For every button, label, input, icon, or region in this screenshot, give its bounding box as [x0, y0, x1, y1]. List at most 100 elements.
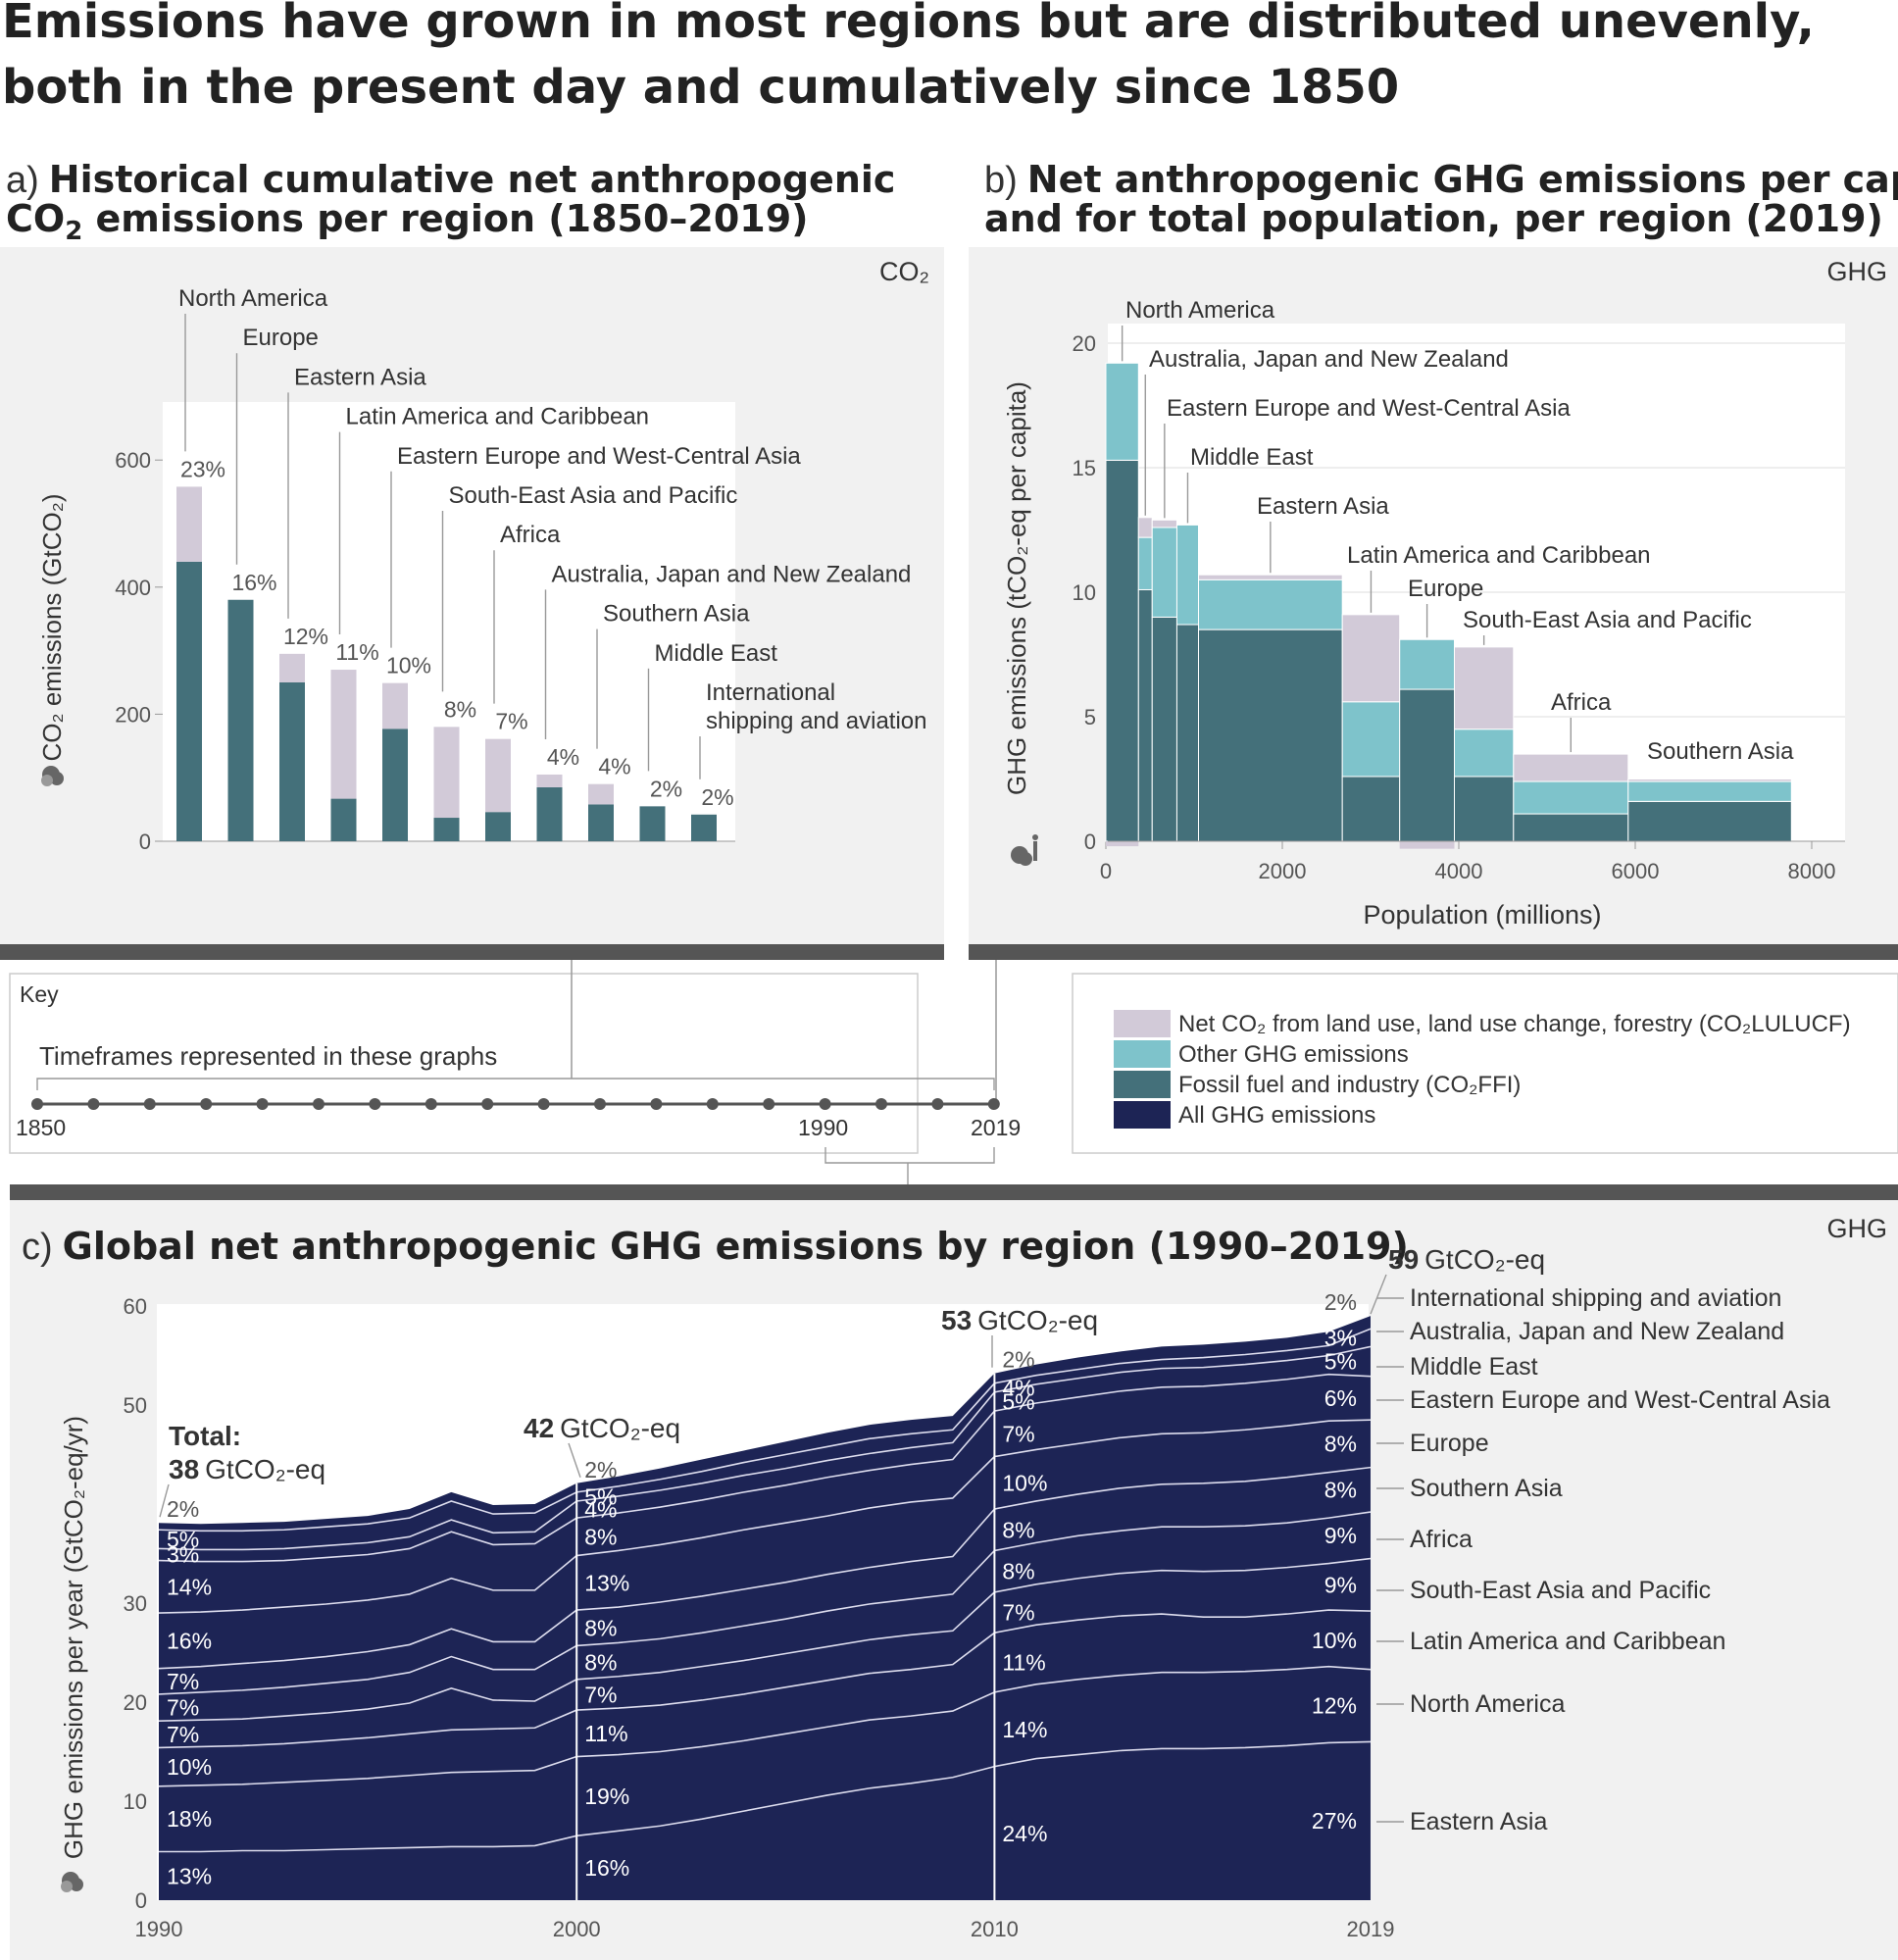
c-share-label: 19%: [584, 1784, 629, 1809]
a-bar-ffi: [536, 786, 563, 841]
key-box: [9, 973, 919, 1154]
c-total-leader-1990: [159, 1483, 170, 1518]
c-region-label: South-East Asia and Pacific: [1410, 1577, 1711, 1604]
c-share-label: 10%: [1312, 1628, 1357, 1653]
c-share-label: 2%: [1002, 1347, 1034, 1373]
b-region-label: Australia, Japan and New Zealand: [1149, 346, 1509, 373]
c-region-label: Southern Asia: [1410, 1475, 1563, 1502]
c-share-label: 10%: [1002, 1470, 1047, 1495]
key-legend: Net CO₂ from land use, land use change, …: [1114, 1010, 1851, 1129]
c-region-boundary: [158, 1373, 1372, 1563]
c-share-label: 5%: [167, 1527, 199, 1552]
a-bar-ffi: [691, 814, 717, 841]
b-bar-other: [1198, 578, 1343, 630]
c-region-label: Middle East: [1410, 1353, 1538, 1381]
c-region-label: Africa: [1410, 1526, 1473, 1553]
panel-a-gas-tag: CO₂: [879, 257, 929, 286]
c-share-label: 13%: [167, 1863, 212, 1888]
c-share-label: 8%: [584, 1615, 617, 1640]
panel-a-title-text: Historical cumulative net anthropogenic: [49, 158, 896, 201]
c-share-label: 11%: [584, 1721, 627, 1746]
b-bar-lulucf: [1627, 779, 1792, 782]
a-region-label: Latin America and Caribbean: [346, 404, 650, 430]
a-share-label: 7%: [495, 709, 527, 734]
panel-c-gas-tag: GHG: [1826, 1214, 1887, 1243]
a-bar-lulucf: [433, 727, 460, 819]
timeline-dot: [87, 1098, 100, 1110]
timeline-dot: [706, 1098, 719, 1110]
a-share-label: 12%: [283, 624, 328, 649]
timeline-dot: [537, 1098, 550, 1110]
b-bar-ffi: [1151, 616, 1177, 842]
b-bar-other: [1105, 362, 1139, 461]
c-y-tick: 20: [124, 1690, 147, 1715]
timeline-dot: [931, 1098, 944, 1110]
c-x-tick: 2019: [1347, 1917, 1395, 1941]
c-share-label: 8%: [584, 1650, 617, 1676]
a-region-label: North America: [178, 285, 328, 312]
c-region-label: Australia, Japan and New Zealand: [1410, 1318, 1784, 1345]
b-bar-other: [1341, 701, 1401, 778]
b-region-label: Southern Asia: [1647, 738, 1794, 765]
c-share-label: 7%: [167, 1722, 199, 1747]
b-bar-other: [1513, 780, 1629, 815]
a-bar-ffi: [227, 599, 254, 841]
a-bar-ffi: [279, 682, 305, 841]
total-2000: 42 GtCO₂-eq: [524, 1413, 680, 1443]
b-region-label: Eastern Asia: [1257, 493, 1389, 520]
c-region-label: Eastern Asia: [1410, 1808, 1547, 1835]
b-bar-ffi: [1198, 628, 1343, 842]
a-share-label: 11%: [335, 639, 378, 665]
key-legend-box: [1072, 973, 1898, 1154]
c-share-label: 13%: [584, 1570, 629, 1595]
a-y-tick: 0: [139, 829, 151, 854]
c-share-label: 9%: [1324, 1523, 1357, 1548]
figure-title-line-2: both in the present day and cumulatively…: [2, 60, 1399, 115]
c-share-label: 7%: [167, 1669, 199, 1694]
timeline-dot: [200, 1098, 213, 1110]
b-bar-lulucf: [1341, 614, 1401, 703]
c-share-label: 3%: [167, 1542, 199, 1568]
c-share-label: 8%: [1002, 1559, 1034, 1584]
c-share-label: 4%: [584, 1497, 617, 1523]
c-region-label: North America: [1410, 1690, 1565, 1718]
panel-a-co2-symbol: [41, 766, 64, 786]
a-bar-lulucf: [485, 738, 511, 813]
a-bar-ffi: [330, 798, 357, 841]
panel-a-chart: 0 200 400 600 23% North America 16% Europe 12% Ea…: [115, 285, 926, 854]
c-region-boundary: [158, 1511, 1372, 1695]
b-region-label: Europe: [1408, 576, 1483, 602]
c-share-label: 2%: [1324, 1289, 1357, 1315]
timeline-dot: [987, 1098, 1000, 1110]
timeline-dot: [819, 1098, 831, 1110]
panel-b-per-capita-symbol: [1011, 834, 1038, 866]
c-region-boundary: [158, 1466, 1372, 1670]
a-share-label: 2%: [701, 784, 733, 810]
b-bar-lulucf: [1454, 646, 1515, 730]
c-share-label: 7%: [584, 1682, 617, 1707]
panel-b-x-axis-label: Population (millions): [1363, 900, 1601, 930]
b-bar-lulucf: [1137, 517, 1153, 538]
b-bar-other: [1454, 729, 1515, 778]
panel-a-title-line-1: a) Historical cumulative net anthropogeni…: [6, 158, 895, 201]
a-bar-lulucf: [588, 783, 614, 805]
panel-c-title: c) Global net anthropogenic GHG emissions…: [22, 1225, 1409, 1268]
key-timeline: [31, 1098, 1000, 1110]
b-bar-lulucf: [1151, 519, 1177, 528]
a-bar-lulucf: [279, 653, 305, 682]
panel-b-chart: 0 5 10 15 20 0 2000 4000 6000 8000 North America Au…: [1073, 297, 1845, 883]
c-share-label: 24%: [1002, 1821, 1047, 1846]
c-share-label: 27%: [1312, 1808, 1357, 1834]
b-x-tick: 4000: [1435, 859, 1483, 883]
panel-c-top-bar: [10, 1184, 1898, 1200]
c-share-label: 8%: [1324, 1431, 1357, 1456]
c-share-label: 8%: [1324, 1477, 1357, 1502]
timeline-dot: [425, 1098, 437, 1110]
c-region-boundary: [158, 1557, 1372, 1722]
b-bar-ffi: [1137, 588, 1153, 842]
a-y-tick: 200: [115, 702, 151, 727]
c-y-tick: 60: [124, 1294, 147, 1319]
c-share-label: 5%: [1002, 1388, 1034, 1414]
b-y-tick: 0: [1084, 829, 1096, 854]
panel-b-footer-bar: [969, 944, 1898, 960]
